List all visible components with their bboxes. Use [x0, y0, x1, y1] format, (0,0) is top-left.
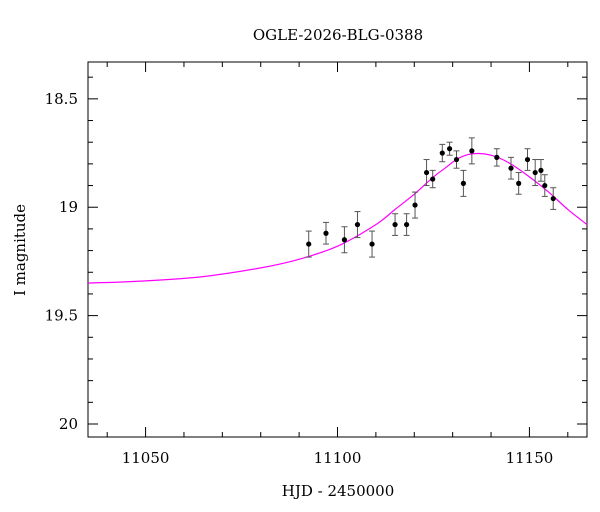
data-point	[537, 159, 544, 182]
data-point	[468, 137, 475, 165]
x-tick-label: 11050	[122, 449, 170, 467]
data-point	[392, 213, 399, 236]
data-marker	[516, 180, 522, 186]
data-marker	[508, 165, 514, 171]
data-point	[369, 230, 376, 258]
data-marker	[469, 148, 475, 154]
data-marker	[538, 167, 544, 173]
data-points-group	[305, 137, 557, 258]
data-point	[403, 213, 410, 236]
data-point	[550, 187, 557, 210]
data-marker	[439, 150, 445, 156]
x-axis-label: HJD - 2450000	[282, 482, 395, 500]
data-marker	[392, 221, 398, 228]
data-marker	[453, 156, 460, 163]
data-marker	[430, 176, 436, 182]
x-tick-label: 11150	[506, 449, 554, 467]
model-curve-group	[87, 152, 588, 284]
data-point	[453, 150, 460, 169]
data-point	[507, 156, 514, 180]
data-marker	[412, 202, 418, 208]
data-marker	[369, 241, 375, 247]
data-marker	[532, 169, 538, 176]
data-point	[341, 226, 348, 254]
data-marker	[460, 180, 467, 186]
data-point	[460, 169, 467, 197]
data-point	[541, 174, 548, 197]
data-point	[412, 191, 419, 219]
data-point	[446, 141, 453, 156]
x-tick-label: 11100	[314, 449, 362, 467]
data-marker	[550, 195, 556, 202]
data-point	[532, 159, 539, 187]
data-point	[429, 169, 436, 189]
data-point	[439, 143, 446, 163]
data-point	[423, 159, 430, 187]
data-point	[493, 148, 500, 167]
y-tick-label: 19.5	[45, 307, 78, 325]
data-marker	[323, 230, 329, 236]
data-marker	[524, 156, 531, 163]
chart-title: OGLE-2026-BLG-0388	[253, 26, 423, 44]
y-tick-label: 20	[59, 415, 78, 433]
data-point	[515, 172, 522, 195]
data-point	[322, 221, 329, 245]
data-marker	[542, 182, 548, 189]
data-point	[305, 230, 312, 258]
data-point	[524, 148, 531, 171]
y-tick-label: 19	[59, 198, 78, 216]
y-tick-label: 18.5	[45, 90, 78, 108]
data-point	[354, 211, 361, 239]
model-curve	[87, 152, 588, 284]
plot-frame	[87, 61, 588, 438]
data-marker	[341, 237, 348, 243]
data-marker	[306, 241, 312, 247]
data-marker	[423, 169, 430, 176]
y-axis-label: I magnitude	[11, 204, 29, 296]
axis-ticks: 11050 11100 11150 18.5 19 19.5 20	[45, 62, 587, 467]
data-marker	[403, 221, 410, 228]
data-marker	[494, 154, 500, 160]
data-marker	[354, 221, 361, 228]
data-marker	[446, 146, 453, 152]
